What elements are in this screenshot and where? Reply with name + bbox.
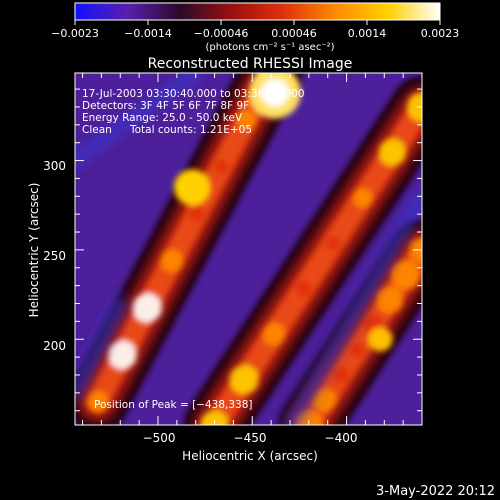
ridge-knot: [236, 110, 257, 130]
ridge-knot: [200, 410, 229, 425]
negative-trough: [75, 73, 203, 168]
ridge-knot: [295, 280, 312, 297]
colorbar-tick-4: 0.0014: [348, 27, 387, 40]
plot-frame: [74, 72, 423, 426]
ridge-knot: [229, 364, 259, 395]
ridge-knot: [86, 390, 109, 413]
colorbar-tick-3: 0.00046: [271, 27, 317, 40]
annotation-energy: Energy Range: 25.0 - 50.0 keV: [82, 112, 243, 124]
y-tick-label-1: 250: [43, 249, 66, 263]
ridge-knot: [325, 236, 341, 251]
x-tick-label-2: −400: [325, 431, 358, 445]
y-axis-ticks: [75, 88, 422, 412]
colorbar-tick-2: −0.00046: [194, 27, 249, 40]
x-axis-label: Heliocentric X (arcsec): [182, 449, 318, 463]
colorbar: [74, 2, 441, 21]
heatmap-image: [75, 73, 422, 425]
y-tick-label-2: 300: [43, 159, 66, 173]
annotation-time: 17-Jul-2003 03:30:40.000 to 03:36:38.000: [82, 88, 305, 100]
colorbar-tick-1: −0.0014: [124, 27, 172, 40]
annotation-detectors: Detectors: 3F 4F 5F 6F 7F 8F 9F: [82, 100, 249, 112]
ridge-knot: [333, 366, 350, 383]
colorbar-unit: (photons cm⁻² s⁻¹ asec⁻²): [205, 42, 334, 53]
ridge-knot: [108, 340, 137, 370]
x-axis-ticks: [82, 73, 423, 425]
ridge-knot: [188, 205, 205, 222]
ridge-knot: [407, 91, 422, 122]
negative-trough: [75, 296, 128, 400]
negative-trough: [282, 189, 422, 425]
bright-knot: [173, 169, 210, 206]
colorbar-tick-0: −0.0023: [51, 27, 99, 40]
ridge-knot: [313, 388, 337, 412]
bright-knot: [368, 327, 393, 352]
x-tick-label-1: −450: [234, 431, 267, 445]
date-stamp: 3-May-2022 20:12: [376, 484, 495, 499]
ridge-knot: [214, 159, 229, 175]
ridge-knot: [262, 322, 286, 346]
ridge-knot: [376, 286, 404, 314]
y-tick-label-0: 200: [43, 339, 66, 353]
colorbar-ticks: [74, 20, 441, 25]
ridge-knot: [132, 293, 162, 323]
x-tick-label-0: −500: [143, 431, 176, 445]
annotation-clean: Clean: [82, 124, 112, 136]
chart-title: Reconstructed RHESSI Image: [148, 56, 353, 72]
annotation-peak: Position of Peak = [−438,338]: [94, 399, 253, 411]
colorbar-tick-5: 0.0023: [421, 27, 460, 40]
ridge-knot: [350, 342, 365, 358]
ridge-knot: [352, 187, 373, 208]
ridge-knot: [390, 259, 421, 290]
annotation-counts: Total counts: 1.21E+05: [129, 124, 252, 136]
peak-core: [260, 78, 289, 107]
y-axis-label: Heliocentric Y (arcsec): [27, 183, 41, 318]
ridge-knot: [160, 249, 184, 273]
ridge-knot: [378, 138, 406, 167]
